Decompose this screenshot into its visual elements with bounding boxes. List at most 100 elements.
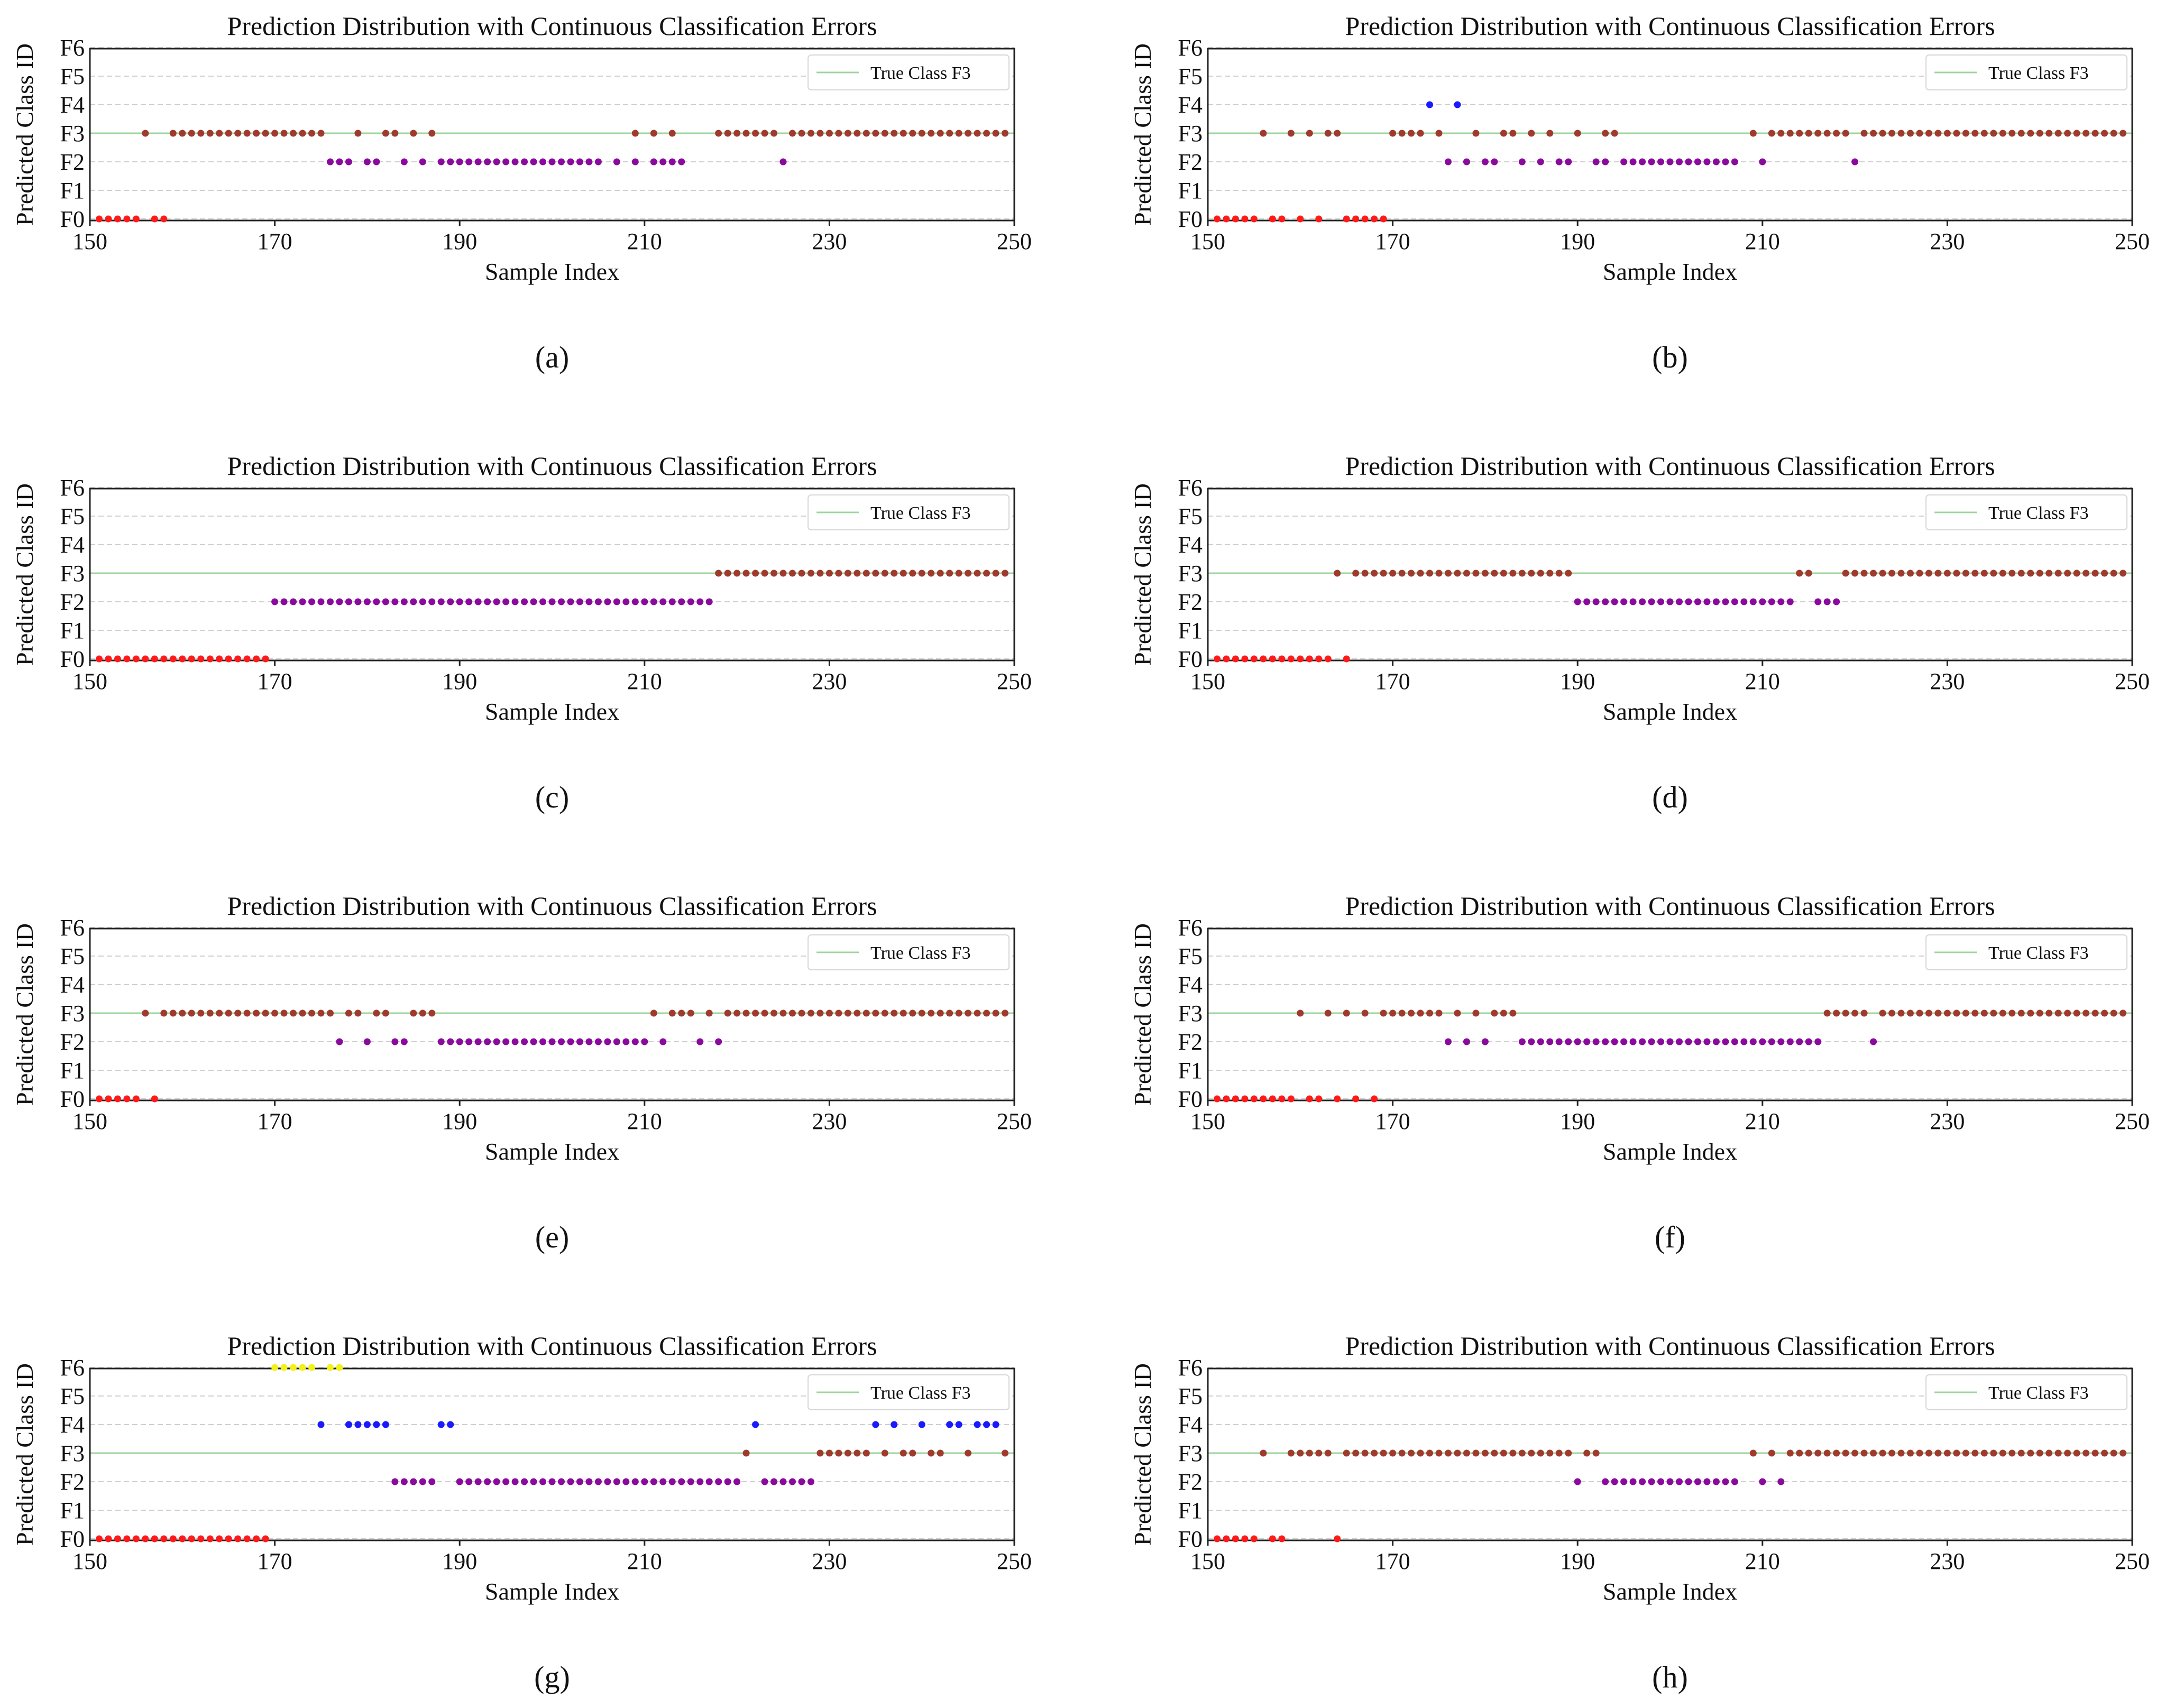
data-point-f4	[1426, 101, 1434, 108]
data-point-f3	[2120, 1449, 2127, 1457]
data-point-f0	[188, 1535, 195, 1542]
x-tick-label: 190	[442, 228, 477, 254]
data-point-f3	[1389, 570, 1397, 577]
data-point-f2	[631, 158, 639, 166]
legend-label: True Class F3	[870, 63, 971, 83]
data-point-f3	[1999, 570, 2006, 577]
data-point-f2	[456, 1478, 463, 1485]
data-point-f3	[2036, 1449, 2043, 1457]
data-point-f0	[1250, 215, 1258, 223]
data-point-f2	[493, 1038, 500, 1045]
data-point-f3	[2036, 130, 2043, 137]
data-point-f2	[428, 598, 436, 605]
data-point-f2	[1786, 1038, 1794, 1045]
data-point-f3	[1380, 1449, 1387, 1457]
x-tick-label: 190	[1560, 1548, 1595, 1574]
data-point-f3	[1879, 570, 1886, 577]
data-point-f2	[1574, 1478, 1581, 1485]
data-point-f2	[641, 598, 648, 605]
x-tick-label: 250	[997, 228, 1032, 254]
y-tick-label: F6	[60, 35, 85, 61]
data-point-f3	[2091, 1009, 2099, 1017]
x-tick-label: 210	[627, 668, 662, 694]
y-tick-label: F0	[1178, 1526, 1203, 1552]
data-point-f3	[1851, 1009, 1859, 1017]
data-point-f3	[668, 1009, 676, 1017]
x-tick-label: 190	[442, 1108, 477, 1134]
data-point-f3	[1343, 1009, 1350, 1017]
data-point-f2	[1463, 1038, 1470, 1045]
data-point-f3	[1860, 570, 1868, 577]
data-point-f3	[872, 130, 879, 137]
data-point-f3	[742, 1449, 750, 1457]
data-point-f3	[1980, 1449, 1988, 1457]
data-point-f3	[928, 130, 935, 137]
x-axis-label: Sample Index	[1603, 698, 1737, 725]
data-point-f2	[1694, 1478, 1701, 1485]
data-point-f3	[955, 130, 962, 137]
y-tick-label: F0	[1178, 206, 1203, 232]
data-point-f2	[511, 1038, 519, 1045]
data-point-f4	[363, 1421, 371, 1428]
data-point-f3	[1906, 1009, 1914, 1017]
data-point-f3	[742, 1009, 750, 1017]
data-point-f2	[1528, 1038, 1535, 1045]
data-point-f3	[382, 1009, 389, 1017]
x-tick-label: 170	[1375, 228, 1410, 254]
data-point-f3	[290, 1009, 297, 1017]
data-point-f2	[641, 1478, 648, 1485]
data-point-f3	[234, 1009, 242, 1017]
data-point-f3	[1934, 570, 1942, 577]
data-point-f2	[1518, 1038, 1526, 1045]
data-point-f3	[1602, 130, 1609, 137]
data-point-f3	[373, 1009, 380, 1017]
data-point-f2	[521, 158, 528, 166]
data-point-f3	[2110, 1009, 2117, 1017]
data-point-f3	[1324, 1449, 1332, 1457]
data-point-f2	[511, 1478, 519, 1485]
data-point-f2	[567, 1038, 574, 1045]
x-tick-label: 250	[2115, 668, 2150, 694]
data-point-f0	[1315, 1095, 1323, 1103]
data-point-f0	[114, 1535, 121, 1542]
data-point-f2	[705, 1478, 713, 1485]
data-point-f0	[234, 1535, 242, 1542]
data-point-f3	[983, 1009, 990, 1017]
y-tick-label: F5	[1178, 943, 1203, 969]
data-point-f2	[1731, 1478, 1738, 1485]
data-point-f0	[1250, 1095, 1258, 1103]
data-point-f4	[382, 1421, 389, 1428]
data-point-f3	[2101, 1009, 2108, 1017]
data-point-f4	[437, 1421, 445, 1428]
data-point-f2	[548, 598, 556, 605]
data-point-f2	[1620, 158, 1628, 166]
y-tick-label: F5	[1178, 1383, 1203, 1409]
data-point-f3	[1435, 1009, 1443, 1017]
data-point-f3	[216, 1009, 223, 1017]
data-point-f3	[918, 570, 925, 577]
data-point-f3	[1916, 1009, 1923, 1017]
data-point-f2	[308, 598, 316, 605]
data-point-f2	[594, 1038, 602, 1045]
data-point-f0	[1269, 1095, 1276, 1103]
data-point-f3	[817, 1449, 824, 1457]
data-point-f3	[1463, 1449, 1470, 1457]
data-point-f2	[594, 598, 602, 605]
y-tick-label: F1	[60, 1498, 85, 1523]
data-point-f3	[2101, 1449, 2108, 1457]
data-point-f3	[216, 130, 223, 137]
data-point-f2	[1712, 1478, 1720, 1485]
data-point-f0	[160, 215, 168, 223]
data-point-f0	[1269, 655, 1276, 663]
data-point-f2	[1722, 598, 1729, 605]
data-point-f2	[484, 598, 491, 605]
data-point-f3	[1518, 1449, 1526, 1457]
data-point-f3	[918, 130, 925, 137]
data-point-f3	[1870, 130, 1877, 137]
data-point-f3	[2110, 130, 2117, 137]
data-point-f3	[928, 1009, 935, 1017]
data-point-f3	[1481, 570, 1489, 577]
x-tick-label: 210	[627, 228, 662, 254]
data-point-f2	[382, 598, 389, 605]
y-tick-label: F6	[1178, 915, 1203, 941]
